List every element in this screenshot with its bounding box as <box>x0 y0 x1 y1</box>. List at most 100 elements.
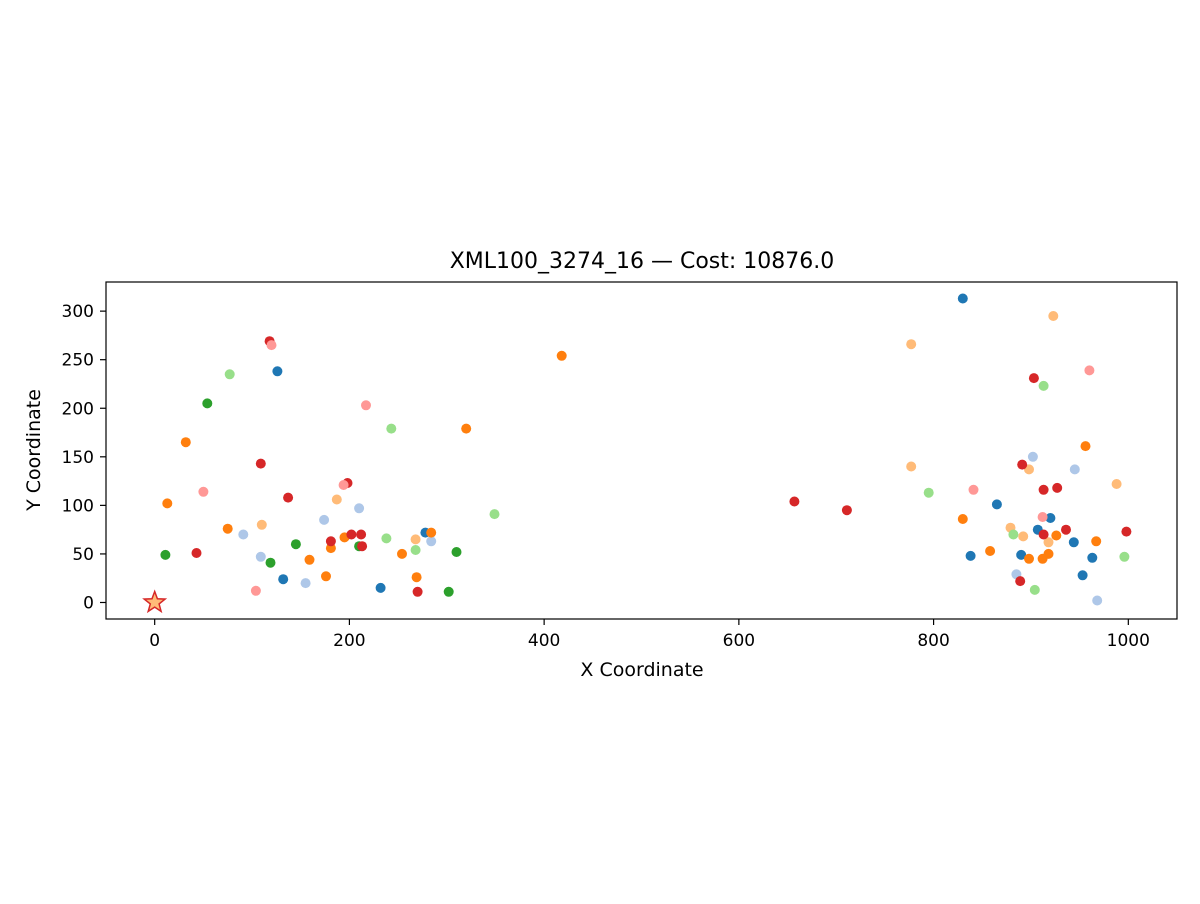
customer-point <box>238 529 249 540</box>
customer-point <box>1015 576 1026 587</box>
customer-point <box>426 527 437 538</box>
customer-point <box>331 494 342 505</box>
customer-point <box>1016 549 1027 560</box>
customer-point <box>1077 570 1088 581</box>
customer-point <box>906 339 917 350</box>
customer-point <box>272 366 283 377</box>
customer-point <box>1084 365 1095 376</box>
y-tick-label: 250 <box>62 351 94 371</box>
y-tick-label: 50 <box>72 545 94 565</box>
customer-point <box>338 480 349 490</box>
customer-point <box>198 486 209 497</box>
customer-point <box>1068 537 1079 548</box>
customer-point <box>255 551 266 562</box>
customer-point <box>1111 479 1122 489</box>
customer-point <box>1037 553 1048 564</box>
plot-frame <box>105 281 1178 620</box>
customer-point <box>957 514 968 524</box>
y-axis-label: Y Coordinate <box>23 389 45 512</box>
x-tick-label: 0 <box>149 631 160 651</box>
customer-point <box>957 293 968 304</box>
customer-point <box>354 503 365 514</box>
customer-point <box>356 529 367 540</box>
customer-point <box>451 547 462 557</box>
customer-point <box>923 487 934 498</box>
x-axis-label: X Coordinate <box>580 659 703 681</box>
customer-point <box>1038 529 1049 540</box>
customer-point <box>191 548 202 558</box>
depot-star-marker <box>142 589 168 614</box>
x-tick-label: 200 <box>333 631 365 651</box>
customer-point <box>361 400 371 411</box>
customer-point <box>250 585 261 596</box>
customer-point <box>906 461 917 472</box>
customer-point <box>283 492 294 503</box>
customer-point <box>1024 553 1034 564</box>
customer-point <box>1052 482 1063 493</box>
customer-point <box>426 536 437 547</box>
customer-point <box>489 509 500 520</box>
customer-point <box>1092 595 1103 606</box>
customer-point <box>300 578 311 589</box>
depot-layer <box>142 589 168 614</box>
customer-point <box>1121 526 1132 537</box>
customer-point <box>1008 529 1019 540</box>
customer-point <box>397 548 407 559</box>
customer-point <box>1080 441 1091 452</box>
customer-point <box>991 499 1002 510</box>
customer-point <box>1017 459 1028 470</box>
customer-point <box>321 571 331 582</box>
customer-point <box>1037 512 1048 522</box>
customer-point <box>1043 537 1054 548</box>
customer-point <box>265 557 276 568</box>
customer-point <box>304 554 315 565</box>
customer-point <box>411 572 422 583</box>
customer-point <box>789 496 800 507</box>
customer-point <box>160 549 171 560</box>
customer-point <box>965 550 976 561</box>
customer-point <box>1091 536 1102 547</box>
x-tick-label: 800 <box>917 631 949 651</box>
customer-point <box>256 519 267 530</box>
customer-point <box>222 523 233 534</box>
points-layer <box>160 293 1132 606</box>
customer-point <box>290 539 301 550</box>
x-axis-ticks: 0 200 400 600 800 1000 <box>149 619 1150 651</box>
customer-point <box>255 458 266 469</box>
customer-point <box>278 574 289 585</box>
customer-point <box>266 340 277 351</box>
y-tick-label: 150 <box>62 448 94 468</box>
x-tick-label: 400 <box>528 631 560 651</box>
y-tick-label: 300 <box>62 302 94 322</box>
y-tick-label: 100 <box>62 496 94 516</box>
customer-point <box>443 586 454 597</box>
customer-point <box>1038 484 1049 495</box>
x-tick-label: 600 <box>723 631 755 651</box>
y-tick-label: 0 <box>83 593 94 613</box>
customer-point <box>1028 373 1039 384</box>
customer-point <box>968 484 979 495</box>
customer-point <box>1069 464 1080 475</box>
customer-point <box>319 514 330 525</box>
customer-point <box>1038 380 1049 391</box>
customer-point <box>1061 524 1071 535</box>
customer-point <box>162 498 173 509</box>
y-tick-label: 200 <box>62 399 94 419</box>
customer-point <box>985 546 996 556</box>
customer-point <box>1048 311 1059 321</box>
customer-point <box>1029 584 1040 595</box>
x-tick-label: 1000 <box>1107 631 1150 651</box>
chart-title: XML100_3274_16 — Cost: 10876.0 <box>450 249 835 274</box>
customer-point <box>841 505 852 516</box>
customer-point <box>412 586 423 597</box>
customer-point <box>202 398 213 409</box>
customer-point <box>410 534 421 545</box>
customer-point <box>1018 531 1029 542</box>
y-axis-ticks: 0 50 100 150 200 250 300 <box>62 302 106 613</box>
customer-point <box>224 369 235 380</box>
customer-point <box>386 423 397 434</box>
customer-point <box>346 529 357 540</box>
customer-point <box>180 437 191 448</box>
